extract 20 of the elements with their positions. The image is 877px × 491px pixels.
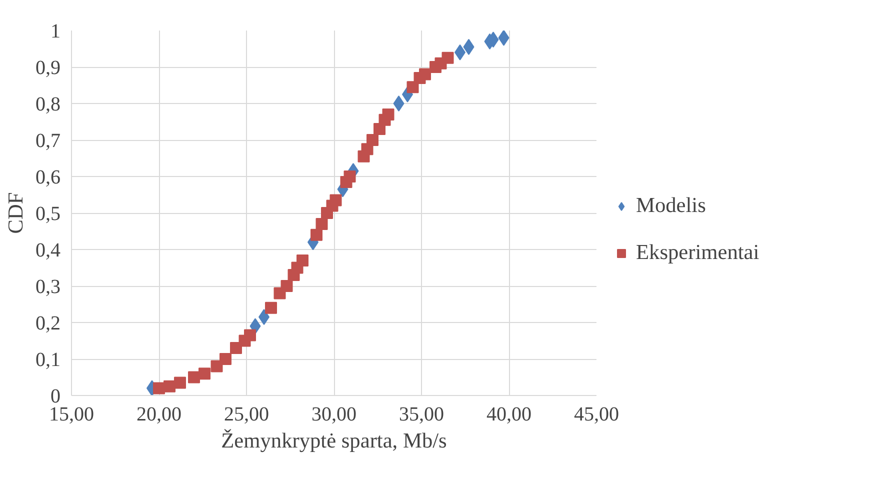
x-tick-label: 30,00 <box>312 404 356 426</box>
y-tick-label: 0,1 <box>36 349 60 371</box>
x-tick-label: 45,00 <box>574 404 619 426</box>
y-tick-label: 0,2 <box>36 312 60 334</box>
y-tick-label: 0,5 <box>36 203 60 225</box>
x-tick-label: 35,00 <box>399 404 444 426</box>
y-tick-label: 0,9 <box>36 57 60 79</box>
x-tick-label: 25,00 <box>224 404 269 426</box>
y-tick-label: 1 <box>50 20 60 42</box>
y-tick-label: 0,3 <box>36 276 60 298</box>
x-axis-title: Žemynkryptė sparta, Mb/s <box>221 428 447 452</box>
y-tick-label: 0,8 <box>36 94 60 116</box>
legend-label: Modelis <box>636 193 706 218</box>
y-tick-label: 0,4 <box>36 240 60 262</box>
y-tick-label: 0,7 <box>36 130 60 152</box>
x-tick-label: 40,00 <box>486 404 532 426</box>
legend-label: Eksperimentai <box>636 240 760 265</box>
y-tick-label: 0,6 <box>36 166 60 188</box>
x-tick-label: 20,00 <box>136 404 182 426</box>
y-axis-title: CDF <box>4 192 28 234</box>
